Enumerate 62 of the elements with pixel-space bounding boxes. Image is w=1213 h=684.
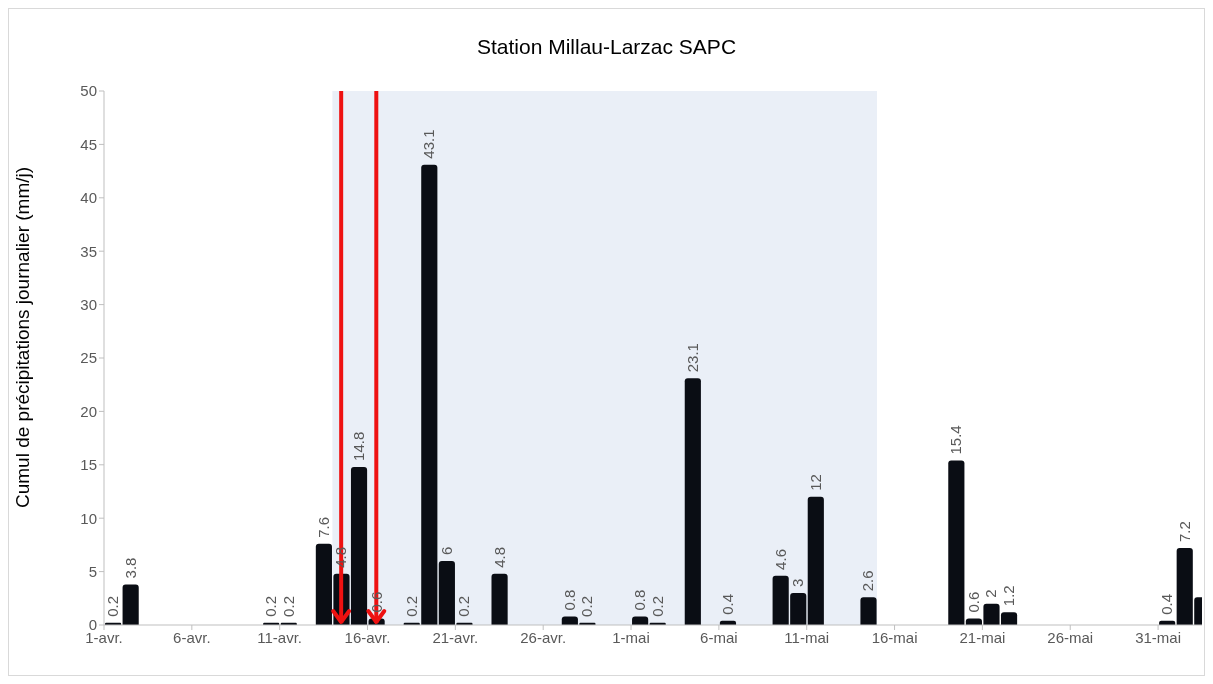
x-tick-label: 21-mai <box>959 628 1006 646</box>
data-label: 1.2 <box>1000 585 1018 607</box>
data-label: 0.2 <box>262 596 280 617</box>
y-tick-label: 40 <box>80 189 97 207</box>
data-label: 0.2 <box>578 596 596 617</box>
bar <box>438 560 455 625</box>
x-tick-label: 1-mai <box>612 628 650 646</box>
bar <box>122 584 139 625</box>
data-label: 0.6 <box>367 591 385 613</box>
data-label: 0.6 <box>964 591 982 613</box>
data-label: 15.4 <box>947 425 965 455</box>
x-tick-label: 21-avr. <box>432 628 479 646</box>
data-label: 12 <box>806 474 824 491</box>
y-tick-label: 25 <box>80 349 97 367</box>
chart-title: Station Millau-Larzac SAPC <box>475 35 738 59</box>
data-label: 4.6 <box>771 549 789 570</box>
data-label: 3.8 <box>121 557 139 579</box>
data-label: 0.8 <box>560 589 578 611</box>
data-label: 0.2 <box>648 596 666 617</box>
bar <box>948 460 965 625</box>
data-label: 7.6 <box>314 516 332 538</box>
data-label: 43.1 <box>420 129 438 159</box>
y-tick-label: 15 <box>80 456 97 474</box>
y-tick-label: 10 <box>80 509 97 527</box>
x-tick-label: 11-avr. <box>257 628 303 646</box>
y-tick-label: 0 <box>88 616 97 634</box>
y-tick-label: 20 <box>80 402 97 420</box>
data-label: 0.2 <box>279 596 297 617</box>
bar <box>632 616 649 625</box>
data-label: 0.4 <box>1158 593 1176 615</box>
data-label: 0.2 <box>455 596 473 617</box>
x-tick-label: 6-mai <box>700 628 738 646</box>
x-tick-label: 31-mai <box>1135 628 1182 646</box>
y-tick-label: 45 <box>80 135 97 153</box>
x-tick-label: 16-mai <box>871 628 918 646</box>
data-label: 6 <box>437 546 455 555</box>
data-label: 7.2 <box>1175 521 1193 543</box>
bar <box>807 496 824 625</box>
y-tick-label: 50 <box>80 82 97 100</box>
data-label: 0.2 <box>402 596 420 617</box>
data-label: 0.2 <box>104 596 122 617</box>
x-tick-label: 16-avr. <box>344 628 391 646</box>
data-label: 14.8 <box>350 431 368 461</box>
x-tick-label: 26-mai <box>1047 628 1094 646</box>
data-label: 4.8 <box>332 546 350 568</box>
y-axis-title: Cumul de précipitations journalier (mm/j) <box>11 166 33 508</box>
y-tick-label: 35 <box>80 242 97 260</box>
data-label: 23.1 <box>683 343 701 373</box>
data-label: 0.4 <box>718 593 736 615</box>
data-label: 4.8 <box>490 546 508 568</box>
bar <box>491 573 508 625</box>
data-label: 0.8 <box>631 589 649 611</box>
x-tick-label: 6-avr. <box>173 628 211 646</box>
data-label: 2 <box>982 589 1000 598</box>
data-label: 2.6 <box>859 570 877 592</box>
x-tick-label: 11-mai <box>784 628 830 646</box>
x-tick-label: 26-avr. <box>520 628 567 646</box>
data-label: 3 <box>789 578 807 587</box>
bar <box>860 597 877 625</box>
y-tick-label: 30 <box>80 295 97 313</box>
y-tick-label: 5 <box>88 562 97 580</box>
bar <box>684 378 701 625</box>
